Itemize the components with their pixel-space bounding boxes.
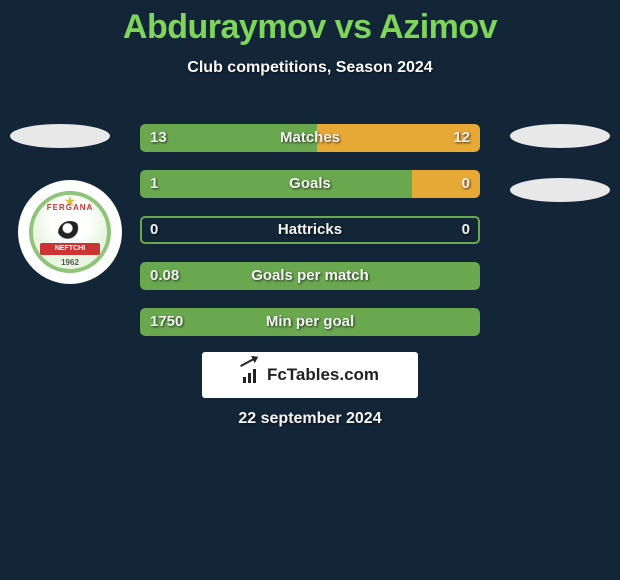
stat-row: 10Goals xyxy=(140,170,480,198)
stats-bars: 1312Matches 10Goals 00Hattricks 0.08Goals p… xyxy=(140,124,480,354)
stat-row: 00Hattricks xyxy=(140,216,480,244)
club-badge: ★ FERGANA NEFTCHI 1962 xyxy=(18,180,122,284)
placeholder-oval-left xyxy=(10,124,110,148)
badge-top-text: FERGANA xyxy=(33,203,107,212)
stat-label: Min per goal xyxy=(140,308,480,336)
stat-label: Hattricks xyxy=(140,216,480,244)
date-text: 22 september 2024 xyxy=(0,410,620,428)
stat-label: Goals per match xyxy=(140,262,480,290)
placeholder-oval-right-1 xyxy=(510,124,610,148)
badge-banner-text: NEFTCHI xyxy=(40,243,100,255)
stat-label: Matches xyxy=(140,124,480,152)
stat-label: Goals xyxy=(140,170,480,198)
attribution-text: FcTables.com xyxy=(267,365,379,385)
stat-row: 1750Min per goal xyxy=(140,308,480,336)
stat-row: 0.08Goals per match xyxy=(140,262,480,290)
attribution-box: FcTables.com xyxy=(202,352,418,398)
stat-row: 1312Matches xyxy=(140,124,480,152)
subtitle: Club competitions, Season 2024 xyxy=(0,59,620,77)
badge-year: 1962 xyxy=(33,258,107,267)
club-badge-inner: ★ FERGANA NEFTCHI 1962 xyxy=(29,191,111,273)
bar-chart-icon xyxy=(241,367,261,383)
placeholder-oval-right-2 xyxy=(510,178,610,202)
soccer-ball-icon xyxy=(58,221,82,245)
page-title: Abduraymov vs Azimov xyxy=(0,0,620,47)
